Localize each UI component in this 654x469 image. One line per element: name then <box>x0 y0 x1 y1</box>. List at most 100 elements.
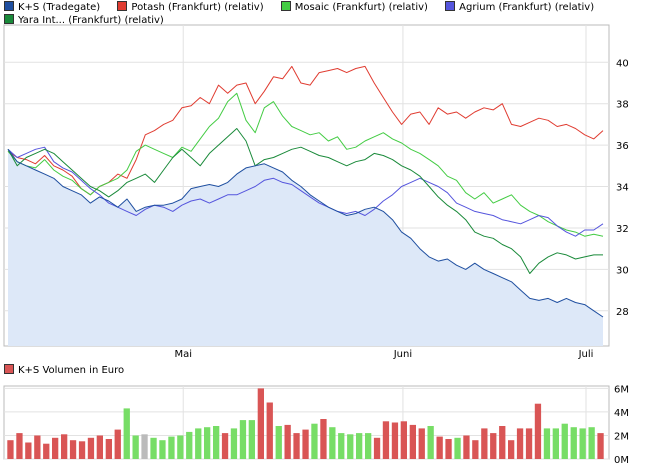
volume-bar <box>436 436 443 459</box>
volume-bar <box>284 424 291 459</box>
volume-bar <box>257 388 264 459</box>
legend-swatch <box>445 1 456 11</box>
volume-bar <box>195 428 202 459</box>
volume-bar <box>34 435 41 459</box>
volume-bar <box>52 437 59 459</box>
volume-bar <box>204 427 211 459</box>
legend-item-volume: K+S Volumen in Euro <box>4 364 124 377</box>
legend-swatch <box>4 364 14 374</box>
legend-swatch <box>280 1 291 11</box>
price-lines <box>7 65 604 318</box>
volume-bar <box>168 436 175 459</box>
volume-bar <box>302 429 309 459</box>
legend-label: Agrium (Frankfurt) (relativ) <box>459 2 595 13</box>
volume-bar <box>239 420 247 459</box>
volume-bar <box>516 428 524 459</box>
volume-bar <box>78 441 86 459</box>
legend-swatch <box>117 1 128 11</box>
volume-bar <box>508 440 515 459</box>
volume-y-tick-label: 2M <box>614 431 629 442</box>
volume-bar <box>69 440 77 459</box>
volume-bar <box>481 428 488 459</box>
price-legend: K+S (Tradegate) Potash (Frankfurt) (rela… <box>4 1 624 27</box>
volume-bar <box>543 428 551 459</box>
legend-item-yara: Yara Int... (Frankfurt) (relativ) <box>4 14 164 27</box>
volume-y-tick-label: 0M <box>614 455 629 466</box>
volume-bar <box>365 433 372 459</box>
series-line-0 <box>7 149 604 318</box>
price-y-axis: 28 30 32 34 36 38 40 <box>616 58 629 318</box>
volume-bar <box>320 419 327 459</box>
legend-item-mosaic: Mosaic (Frankfurt) (relativ) <box>280 1 428 14</box>
y-tick-label: 32 <box>616 224 629 235</box>
volume-bar <box>329 427 336 459</box>
volume-bar <box>597 433 604 459</box>
volume-bar <box>579 428 586 459</box>
volume-y-tick-label: 4M <box>614 408 629 419</box>
volume-bar <box>25 442 32 459</box>
legend-label: Mosaic (Frankfurt) (relativ) <box>294 2 428 13</box>
volume-bar <box>248 420 255 459</box>
volume-bar <box>230 428 238 459</box>
volume-bar <box>382 421 390 459</box>
volume-bar <box>445 439 452 459</box>
y-tick-label: 34 <box>616 183 629 194</box>
volume-bar <box>588 427 595 459</box>
volume-bar <box>7 440 14 459</box>
legend-swatch <box>4 1 14 11</box>
volume-bar <box>490 433 497 459</box>
price-x-axis: Mai Juni Juli <box>174 349 593 360</box>
volume-bar <box>570 427 577 459</box>
volume-bar <box>221 433 229 459</box>
volume-bar <box>418 428 425 459</box>
volume-bar <box>61 434 68 459</box>
volume-bar <box>105 439 112 459</box>
legend-label: K+S Volumen in Euro <box>18 365 125 376</box>
y-tick-label: 36 <box>616 141 629 152</box>
volume-bar <box>87 437 95 459</box>
volume-bar <box>186 431 193 459</box>
volume-bar <box>159 440 166 459</box>
y-tick-label: 30 <box>616 265 629 276</box>
volume-bar <box>427 426 434 459</box>
volume-y-axis: 0M 2M 4M 6M <box>614 384 629 466</box>
volume-bar <box>266 402 273 459</box>
volume-legend: K+S Volumen in Euro <box>4 364 138 377</box>
volume-bar <box>347 434 354 459</box>
volume-bar <box>409 424 416 459</box>
volume-bar <box>534 403 542 459</box>
price-panel: 28 30 32 34 36 38 40 Mai Juni Juli <box>3 24 629 360</box>
volume-bar <box>499 426 506 459</box>
volume-bar <box>311 423 318 459</box>
volume-panel: 0M 2M 4M 6M <box>3 384 629 466</box>
volume-bar <box>275 426 282 459</box>
volume-bar <box>454 437 461 459</box>
volume-bar <box>213 426 220 459</box>
legend-item-ks: K+S (Tradegate) <box>4 1 100 14</box>
volume-bar <box>338 433 345 459</box>
legend-label: Potash (Frankfurt) (relativ) <box>131 2 264 13</box>
volume-bar <box>356 433 363 459</box>
x-tick-label: Juni <box>393 349 412 360</box>
y-tick-label: 40 <box>616 58 629 69</box>
volume-y-tick-label: 6M <box>614 384 629 395</box>
volume-bar <box>96 435 103 459</box>
volume-bar <box>177 435 184 459</box>
ks-area-fill <box>8 149 603 346</box>
volume-bars <box>7 388 604 459</box>
volume-bar <box>114 429 121 459</box>
x-tick-label: Juli <box>578 349 594 360</box>
volume-bar <box>16 433 23 459</box>
volume-bar <box>123 408 130 459</box>
legend-label: K+S (Tradegate) <box>18 2 101 13</box>
legend-item-potash: Potash (Frankfurt) (relativ) <box>117 1 264 14</box>
volume-bar <box>132 435 139 459</box>
volume-bar <box>525 428 533 459</box>
volume-bar <box>141 434 148 459</box>
y-tick-label: 28 <box>616 307 629 318</box>
volume-bar <box>552 428 559 459</box>
legend-label: Yara Int... (Frankfurt) (relativ) <box>18 15 164 26</box>
legend-swatch <box>4 14 14 24</box>
volume-bar <box>293 433 300 459</box>
